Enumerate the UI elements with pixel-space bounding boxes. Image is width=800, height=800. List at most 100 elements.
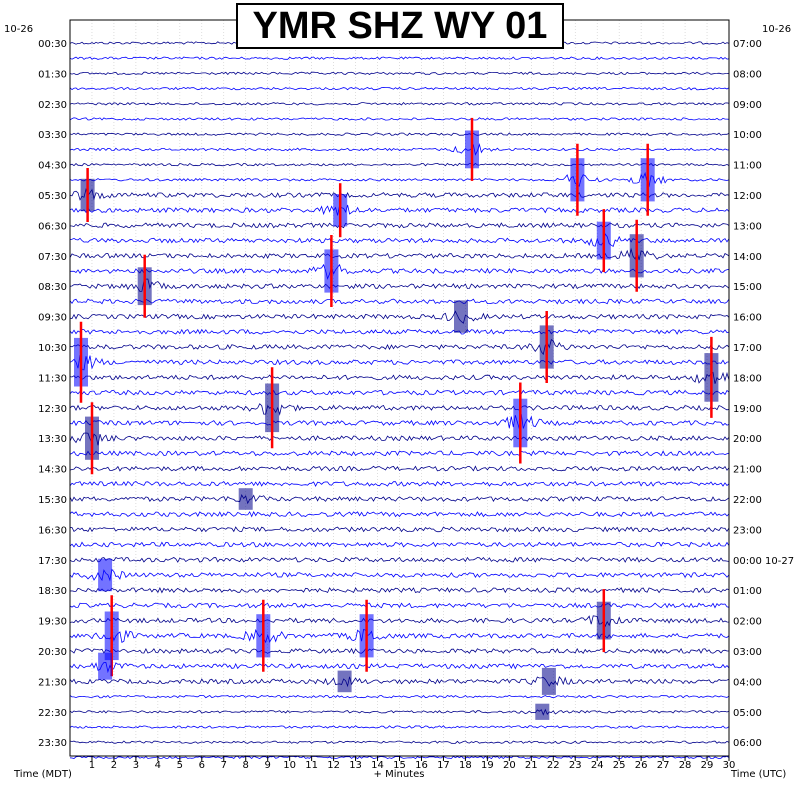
left-time-label: 19:30 [38,617,67,628]
trace-line [69,740,730,744]
trace-line [69,587,730,594]
seismic-traces [69,41,730,760]
x-tick-label: 28 [679,760,692,771]
left-time-label: 09:30 [38,313,67,324]
trace-line [69,71,730,76]
trace-line [69,450,730,457]
right-time-label: 15:00 [733,282,762,293]
x-tick-label: 30 [723,760,736,771]
trace-line [69,355,730,371]
trace-line [69,171,730,188]
trace-line [69,568,730,582]
left-time-label: 12:30 [38,404,67,415]
trace-line [69,233,730,248]
left-time-label: 14:30 [38,465,67,476]
x-tick-label: 21 [525,760,538,771]
trace-line [70,263,730,280]
left-time-label: 18:30 [38,586,67,597]
trace-line [69,187,730,201]
right-time-label: 07:00 [733,39,762,50]
trace-line [69,432,730,446]
x-axis-label: + Minutes [374,769,425,780]
right-time-label: 09:00 [733,100,762,111]
x-tick-label: 2 [111,760,117,771]
right-time-label: 22:00 [733,495,762,506]
date-left: 10-26 [4,24,33,35]
trace-line [69,389,730,396]
x-ticks: 1 2 3 4 5 6 7 8 9 10 11 12 13 14 15 16 17 18 19 20 21 22 23 24 2… [89,756,736,771]
x-tick-label: 22 [547,760,560,771]
date-right: 10-26 [762,24,791,35]
right-time-label: 14:00 [733,252,762,263]
right-time-label: 21:00 [733,465,762,476]
left-time-label: 15:30 [38,495,67,506]
x-tick-label: 4 [155,760,161,771]
trace-line [69,480,730,487]
trace-line [69,222,730,229]
x-tick-label: 15 [393,760,406,771]
x-tick-label: 18 [459,760,472,771]
trace-line [69,403,730,416]
trace-line [69,102,730,106]
trace-line [69,204,730,216]
trace-line [69,414,730,429]
station-title-box: YMR SHZ WY 01 [236,3,564,49]
x-tick-label: 20 [503,760,516,771]
trace-line [69,694,730,699]
trace-line [69,510,730,518]
trace-line [69,725,730,729]
right-time-label: 12:00 [733,191,762,202]
right-time-label: 18:00 [733,373,762,384]
x-label-left: Time (MDT) [13,769,72,780]
event-burst [98,558,113,592]
event-burst [454,300,468,333]
trace-line [69,628,730,644]
trace-line [69,56,730,60]
trace-line [69,708,730,716]
x-tick-label: 14 [371,760,384,771]
x-tick-label: 17 [437,760,450,771]
x-tick-label: 25 [613,760,626,771]
right-time-label: 03:00 [733,647,762,658]
trace-line [69,247,730,261]
x-tick-label: 6 [199,760,205,771]
seismic-events [74,117,719,720]
right-time-label: 08:00 [733,69,762,80]
left-time-label: 21:30 [38,677,67,688]
right-time-label: 19:00 [733,404,762,415]
trace-line [69,132,730,136]
x-tick-label: 5 [177,760,183,771]
trace-line [69,661,730,674]
x-tick-label: 9 [265,760,271,771]
right-time-label: 20:00 [733,434,762,445]
trace-line [69,556,730,563]
right-time-label: 16:00 [733,313,762,324]
trace-line [69,615,730,628]
left-time-label: 00:30 [38,39,67,50]
left-time-labels: 00:30 01:30 02:30 03:30 04:30 05:30 06:30 07:30… [38,39,67,749]
right-time-label: 23:00 [733,525,762,536]
x-tick-label: 23 [569,760,582,771]
left-time-label: 22:30 [38,708,67,719]
left-time-label: 03:30 [38,130,67,141]
right-time-label: 13:00 [733,221,762,232]
x-tick-label: 11 [305,760,318,771]
left-time-label: 08:30 [38,282,67,293]
event-burst [535,703,550,720]
x-tick-label: 3 [133,760,139,771]
event-burst [238,488,253,510]
left-time-label: 17:30 [38,556,67,567]
x-tick-label: 27 [657,760,670,771]
x-tick-label: 19 [481,760,494,771]
trace-line [69,676,730,688]
right-time-label: 05:00 [733,708,762,719]
trace-line [69,338,730,356]
trace-line [69,86,730,91]
left-time-label: 06:30 [38,221,67,232]
right-time-label: 10:00 [733,130,762,141]
station-title: YMR SHZ WY 01 [252,5,548,47]
trace-line [69,647,729,655]
x-tick-label: 24 [591,760,604,771]
right-time-label: 17:00 [733,343,762,354]
